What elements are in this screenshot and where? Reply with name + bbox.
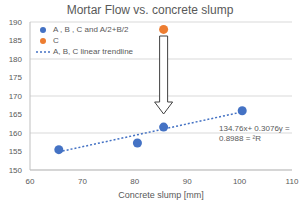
svg-text:Concrete slump [mm]: Concrete slump [mm] [118, 190, 204, 200]
html-text:C: C [53, 36, 59, 45]
html-text:A, B, C linear trendline: A, B, C linear trendline [53, 47, 133, 56]
svg-text:60: 60 [26, 177, 35, 186]
svg-text:110: 110 [286, 177, 292, 186]
svg-text:180: 180 [9, 55, 23, 64]
html-text:134.76x+ 0.3076y =: 134.76x+ 0.3076y = [219, 124, 290, 133]
svg-text:170: 170 [9, 92, 23, 101]
svg-text:150: 150 [9, 166, 23, 175]
svg-text:175: 175 [9, 73, 23, 82]
svg-text:70: 70 [78, 177, 87, 186]
svg-text:165: 165 [9, 110, 23, 119]
html-text:0.8988 = ²R: 0.8988 = ²R [219, 134, 261, 143]
svg-text:185: 185 [9, 36, 23, 45]
svg-text:80: 80 [130, 177, 139, 186]
html-text:A , B , C and A/2+B/2: A , B , C and A/2+B/2 [53, 25, 129, 34]
svg-text:190: 190 [9, 18, 23, 27]
svg-text:100: 100 [233, 177, 247, 186]
svg-text:155: 155 [9, 147, 23, 156]
svg-text:160: 160 [9, 129, 23, 138]
svg-text:90: 90 [183, 177, 192, 186]
html-text:Mortar Flow vs. concrete slump: Mortar Flow vs. concrete slump [66, 3, 234, 17]
